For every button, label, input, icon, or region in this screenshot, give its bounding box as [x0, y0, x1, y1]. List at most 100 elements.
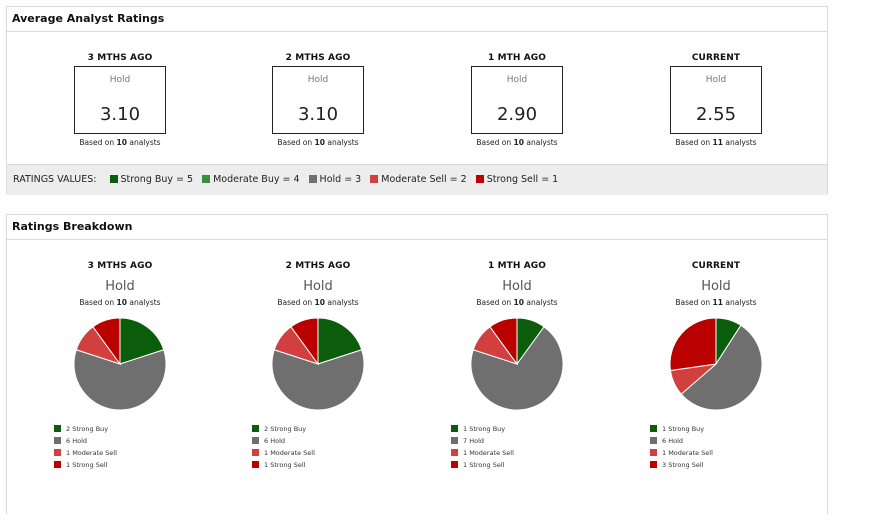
moderate-sell-swatch — [370, 175, 379, 183]
rating-box: Hold 3.10 — [74, 66, 166, 134]
ratings-values-title: RATINGS VALUES: — [13, 174, 97, 185]
pie-slice-hold — [470, 326, 564, 411]
pie-slice-strong-sell — [290, 317, 319, 366]
value-strong-sell: Strong Sell = 1 — [486, 174, 559, 185]
rating-value: 2.90 — [496, 104, 538, 125]
based-prefix: Based on — [675, 298, 711, 307]
pie-slice-hold — [680, 324, 763, 411]
rating-value: 3.10 — [297, 104, 339, 125]
based-suffix: analysts — [725, 138, 757, 147]
legend-label: 1 Strong Buy — [662, 425, 705, 433]
value-moderate-sell: Moderate Sell = 2 — [381, 174, 467, 185]
legend-item: 1 Strong Buy — [650, 423, 760, 435]
analyst-count: 10 — [513, 298, 524, 307]
moderate-sell-swatch — [252, 449, 259, 456]
avg-col-current: CURRENT Hold 2.55 Based on 11 analysts — [616, 53, 816, 147]
legend-item: 1 Moderate Sell — [252, 447, 362, 459]
rating-label: Hold — [303, 279, 333, 294]
based-prefix: Based on — [277, 138, 313, 147]
legend-label: 7 Hold — [463, 437, 484, 445]
legend-item: 1 Moderate Sell — [54, 447, 164, 459]
pie-chart — [271, 317, 365, 411]
based-on-text: Based on 11 analysts — [616, 138, 816, 147]
strong-buy-swatch — [109, 175, 118, 183]
strong-sell-swatch — [650, 461, 657, 468]
legend-item: 3 Strong Sell — [650, 459, 760, 471]
pie-legend: 2 Strong Buy 6 Hold 1 Moderate Sell 1 St… — [54, 423, 164, 471]
analyst-count: 11 — [712, 138, 723, 147]
period-label: 1 MTH AGO — [487, 261, 547, 271]
based-prefix: Based on — [476, 138, 512, 147]
legend-item: 6 Hold — [54, 435, 164, 447]
based-suffix: analysts — [327, 138, 359, 147]
bd-col-1mth: 1 MTH AGO Hold Based on 10 analysts 1 St… — [417, 261, 617, 471]
legend-label: 1 Strong Sell — [463, 461, 505, 469]
pie-slice-strong-sell — [489, 317, 518, 366]
legend-label: 1 Strong Sell — [264, 461, 306, 469]
pie-legend: 1 Strong Buy 7 Hold 1 Moderate Sell 1 St… — [451, 423, 561, 471]
legend-item: 1 Strong Sell — [451, 459, 561, 471]
moderate-buy-swatch — [202, 175, 211, 183]
analyst-count: 10 — [116, 298, 127, 307]
rating-label: Hold — [307, 75, 329, 85]
pie-legend: 2 Strong Buy 6 Hold 1 Moderate Sell 1 St… — [252, 423, 362, 471]
analyst-count: 10 — [116, 138, 127, 147]
strong-sell-swatch — [54, 461, 61, 468]
based-on-text: Based on 10 analysts — [417, 138, 617, 147]
moderate-sell-swatch — [451, 449, 458, 456]
avg-col-1mth: 1 MTH AGO Hold 2.90 Based on 10 analysts — [417, 53, 617, 147]
rating-label: Hold — [105, 279, 135, 294]
period-label: CURRENT — [691, 53, 741, 63]
strong-sell-swatch — [252, 461, 259, 468]
ratings-breakdown-panel: Ratings Breakdown 3 MTHS AGO Hold Based … — [6, 214, 828, 514]
based-suffix: analysts — [526, 138, 558, 147]
hold-swatch — [54, 437, 61, 444]
legend-item: 6 Hold — [650, 435, 760, 447]
hold-swatch — [308, 175, 317, 183]
legend-item: 2 Strong Buy — [252, 423, 362, 435]
legend-item: 1 Moderate Sell — [650, 447, 760, 459]
rating-label: Hold — [705, 75, 727, 85]
rating-label: Hold — [701, 279, 731, 294]
rating-value: 2.55 — [695, 104, 737, 125]
bd-col-2mths: 2 MTHS AGO Hold Based on 10 analysts 2 S… — [218, 261, 418, 471]
based-prefix: Based on — [277, 298, 313, 307]
pie-slice-hold — [73, 349, 167, 411]
based-suffix: analysts — [129, 138, 161, 147]
period-label: 3 MTHS AGO — [87, 53, 153, 63]
moderate-sell-swatch — [54, 449, 61, 456]
legend-label: 3 Strong Sell — [662, 461, 704, 469]
pie-slice-strong-buy — [119, 317, 165, 365]
strong-sell-swatch — [475, 175, 484, 183]
bd-col-current: CURRENT Hold Based on 11 analysts 1 Stro… — [616, 261, 816, 471]
based-prefix: Based on — [675, 138, 711, 147]
pie-chart — [73, 317, 167, 411]
value-moderate-buy: Moderate Buy = 4 — [213, 174, 300, 185]
based-prefix: Based on — [476, 298, 512, 307]
pie-chart — [470, 317, 564, 411]
based-on-text: Based on 11 analysts — [616, 298, 816, 307]
hold-swatch — [650, 437, 657, 444]
legend-item: 1 Moderate Sell — [451, 447, 561, 459]
based-prefix: Based on — [79, 298, 115, 307]
value-hold: Hold = 3 — [319, 174, 362, 185]
legend-label: 2 Strong Buy — [264, 425, 307, 433]
hold-swatch — [451, 437, 458, 444]
rating-box: Hold 2.90 — [471, 66, 563, 134]
based-on-text: Based on 10 analysts — [20, 138, 220, 147]
pie-chart — [669, 317, 763, 411]
legend-label: 6 Hold — [66, 437, 87, 445]
legend-item: 7 Hold — [451, 435, 561, 447]
legend-label: 6 Hold — [264, 437, 285, 445]
avg-col-3mths: 3 MTHS AGO Hold 3.10 Based on 10 analyst… — [20, 53, 220, 147]
strong-sell-swatch — [451, 461, 458, 468]
moderate-sell-swatch — [650, 449, 657, 456]
ratings-breakdown-title: Ratings Breakdown — [7, 215, 827, 240]
period-label: 2 MTHS AGO — [285, 53, 351, 63]
based-on-text: Based on 10 analysts — [218, 138, 418, 147]
pie-slice-strong-sell — [669, 317, 717, 372]
based-suffix: analysts — [129, 298, 161, 307]
strong-buy-swatch — [54, 425, 61, 432]
analyst-count: 10 — [314, 298, 325, 307]
legend-item: 6 Hold — [252, 435, 362, 447]
